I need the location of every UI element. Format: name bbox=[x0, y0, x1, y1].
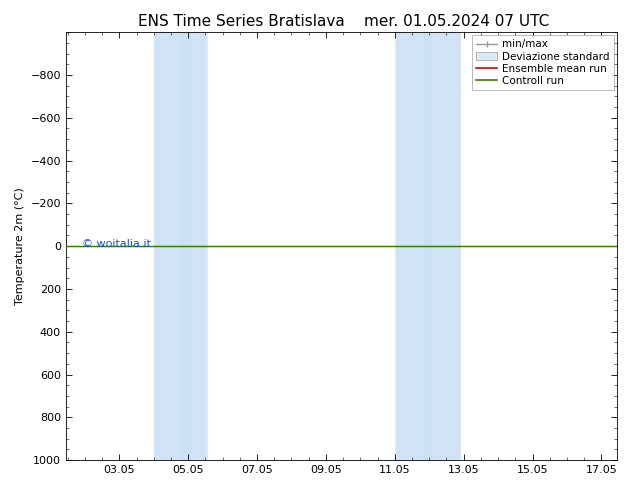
Bar bbox=[424, 32, 458, 460]
Bar bbox=[396, 32, 431, 460]
Bar bbox=[153, 32, 205, 460]
Bar bbox=[155, 32, 190, 460]
Text: © woitalia.it: © woitalia.it bbox=[82, 239, 152, 249]
Bar bbox=[395, 32, 460, 460]
Y-axis label: Temperature 2m (°C): Temperature 2m (°C) bbox=[15, 187, 25, 305]
Legend: min/max, Deviazione standard, Ensemble mean run, Controll run: min/max, Deviazione standard, Ensemble m… bbox=[472, 35, 614, 90]
Bar bbox=[179, 32, 207, 460]
Text: ENS Time Series Bratislava: ENS Time Series Bratislava bbox=[138, 14, 344, 29]
Text: mer. 01.05.2024 07 UTC: mer. 01.05.2024 07 UTC bbox=[364, 14, 549, 29]
